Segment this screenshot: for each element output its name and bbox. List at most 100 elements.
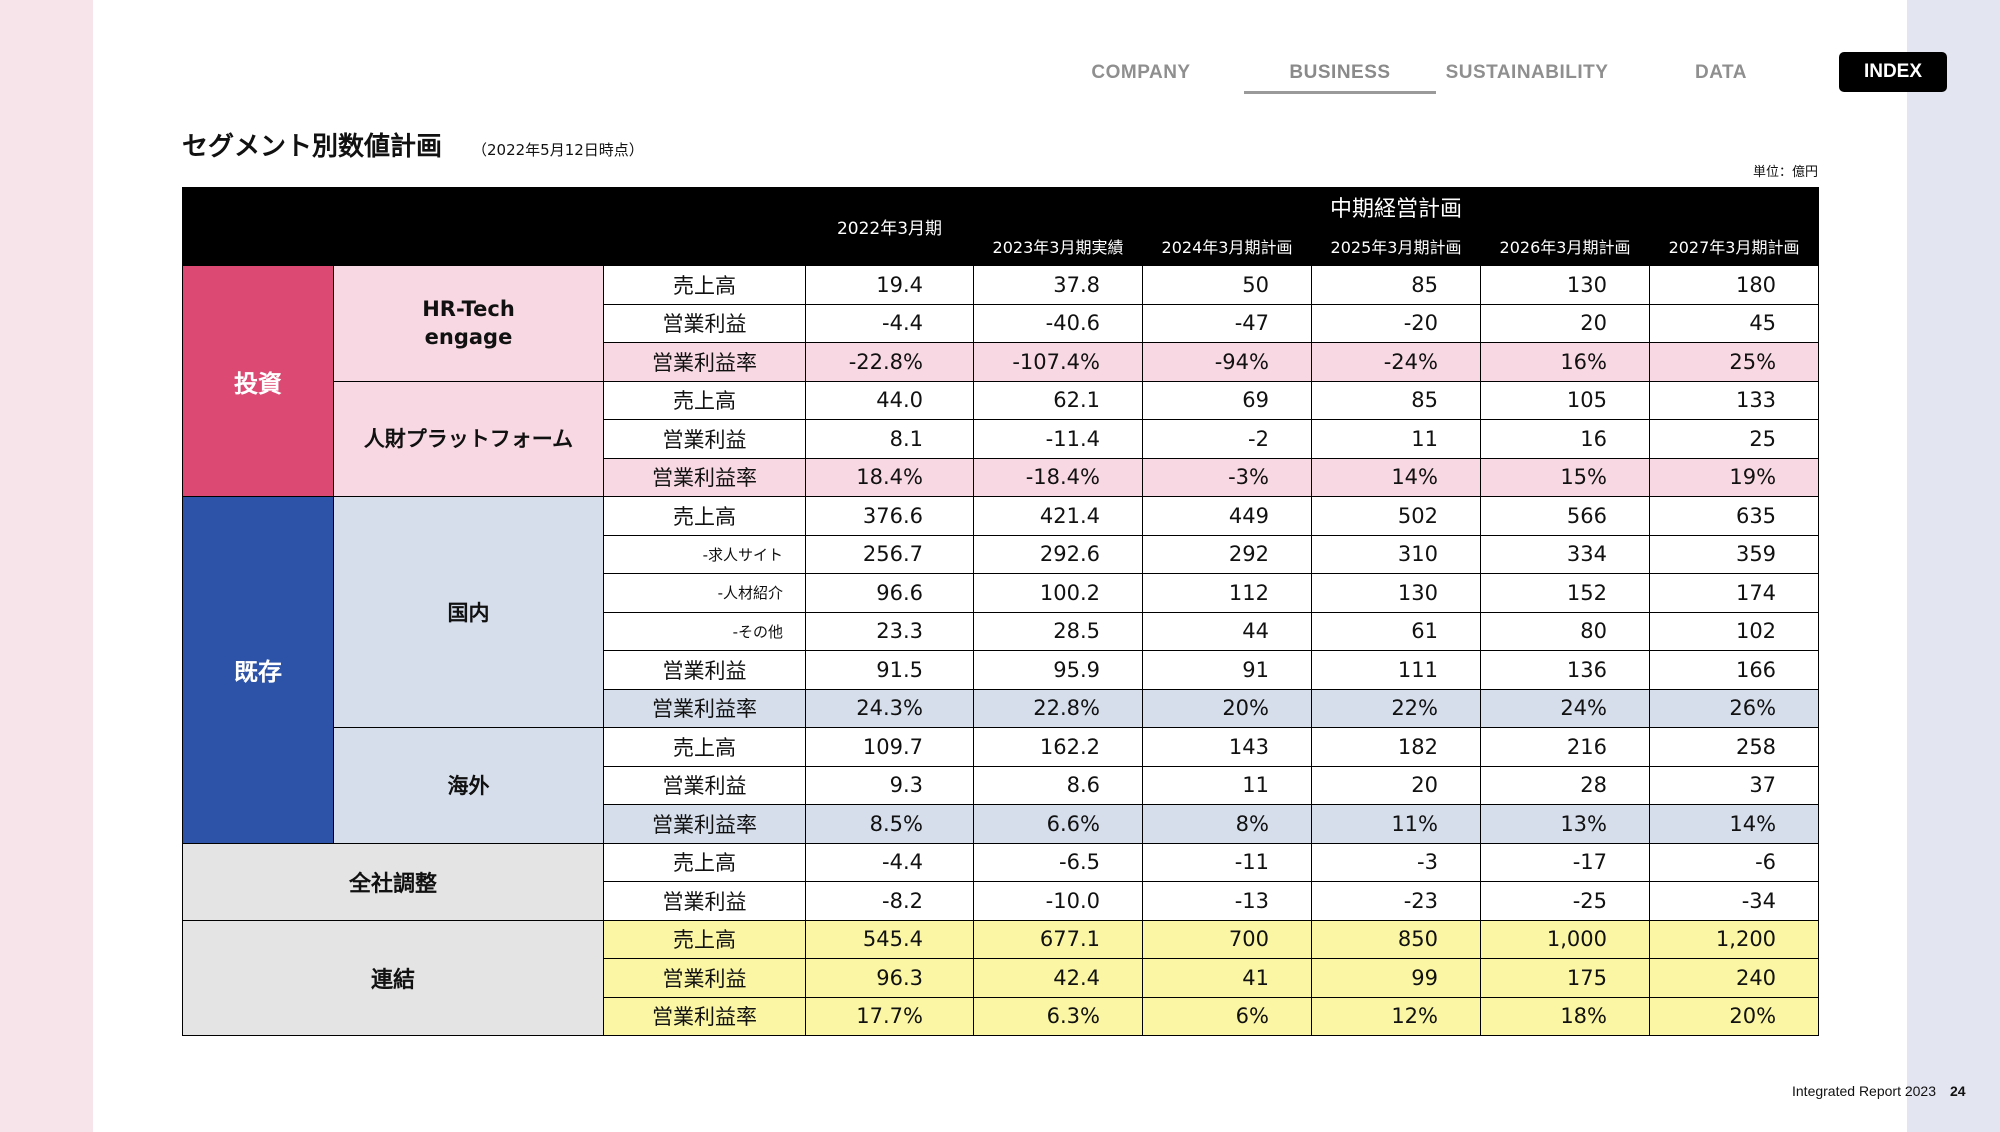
value-cell: -107.4% bbox=[973, 342, 1143, 382]
value-cell: 61 bbox=[1311, 611, 1481, 651]
value-cell: 25 bbox=[1648, 419, 1820, 459]
value-cell: 13% bbox=[1480, 804, 1650, 844]
value-cell: 18.4% bbox=[805, 457, 974, 497]
value-cell: 17.7% bbox=[805, 996, 974, 1036]
table-row: -その他 23.3 28.5 44 61 80 102 bbox=[183, 611, 1820, 651]
metric-label: 売上高 bbox=[603, 496, 806, 536]
category-adjust: 全社調整 bbox=[182, 842, 604, 921]
value-cell: 6% bbox=[1142, 996, 1312, 1036]
value-cell: 22.8% bbox=[973, 688, 1143, 728]
metric-label: -その他 bbox=[603, 611, 806, 651]
value-cell: 111 bbox=[1311, 650, 1481, 690]
value-cell: 258 bbox=[1648, 727, 1820, 767]
page-title: セグメント別数値計画 bbox=[182, 132, 443, 162]
table-row: 投資 HR-Tech engage 売上高 19.4 37.8 50 85 13… bbox=[182, 265, 1820, 497]
nav-business[interactable]: BUSINESS bbox=[1244, 52, 1436, 94]
value-cell: -6.5 bbox=[973, 842, 1143, 882]
value-cell: 23.3 bbox=[805, 611, 974, 651]
value-cell: -25 bbox=[1480, 881, 1650, 921]
value-cell: 292.6 bbox=[973, 534, 1143, 574]
header-mid-term-plan: 中期経営計画 bbox=[972, 187, 1820, 227]
value-cell: 449 bbox=[1142, 496, 1312, 536]
value-cell: -34 bbox=[1648, 881, 1820, 921]
metric-label: 営業利益 bbox=[603, 765, 806, 805]
page-subtitle: （2022年5月12日時点） bbox=[472, 141, 644, 159]
header-plan-col: 2023年3月期実績 bbox=[973, 226, 1143, 266]
value-cell: 133 bbox=[1648, 380, 1820, 420]
table-row: -求人サイト 256.7 292.6 292 310 334 359 bbox=[183, 534, 1820, 574]
value-cell: 96.6 bbox=[805, 573, 974, 613]
value-cell: 14% bbox=[1311, 457, 1481, 497]
value-cell: -17 bbox=[1480, 842, 1650, 882]
value-cell: 182 bbox=[1311, 727, 1481, 767]
value-cell: -6 bbox=[1648, 842, 1820, 882]
table-row: 全社調整 売上高 -4.4 -6.5 -11 -3 -17 -6 bbox=[182, 842, 1820, 921]
right-decorative-band bbox=[1907, 0, 2000, 1132]
nav-index-button[interactable]: INDEX bbox=[1839, 52, 1947, 92]
segment-overseas: 海外 bbox=[333, 727, 604, 844]
metric-label: 営業利益 bbox=[603, 419, 806, 459]
metric-label: 売上高 bbox=[603, 842, 806, 882]
metric-label: 売上高 bbox=[603, 265, 806, 305]
value-cell: 20 bbox=[1311, 765, 1481, 805]
value-cell: 44.0 bbox=[805, 380, 974, 420]
nav-data[interactable]: DATA bbox=[1695, 62, 1747, 83]
nav-sustainability[interactable]: SUSTAINABILITY bbox=[1445, 62, 1609, 83]
metric-label: 営業利益 bbox=[603, 881, 806, 921]
metric-label: 営業利益率 bbox=[603, 688, 806, 728]
value-cell: 28.5 bbox=[973, 611, 1143, 651]
table-row: 営業利益 9.3 8.6 11 20 28 37 bbox=[183, 765, 1820, 805]
value-cell: 240 bbox=[1648, 958, 1820, 998]
metric-label: 営業利益 bbox=[603, 650, 806, 690]
footer-report-title: Integrated Report 2023 bbox=[1792, 1083, 1936, 1099]
value-cell: 80 bbox=[1480, 611, 1650, 651]
value-cell: 20 bbox=[1480, 303, 1650, 343]
value-cell: -8.2 bbox=[805, 881, 974, 921]
value-cell: 334 bbox=[1480, 534, 1650, 574]
value-cell: 24% bbox=[1480, 688, 1650, 728]
value-cell: 20% bbox=[1142, 688, 1312, 728]
value-cell: 545.4 bbox=[805, 919, 974, 959]
value-cell: 37 bbox=[1648, 765, 1820, 805]
value-cell: 16 bbox=[1480, 419, 1650, 459]
value-cell: 175 bbox=[1480, 958, 1650, 998]
metric-label: -人材紹介 bbox=[603, 573, 806, 613]
value-cell: 11 bbox=[1311, 419, 1481, 459]
value-cell: 26% bbox=[1648, 688, 1820, 728]
value-cell: 292 bbox=[1142, 534, 1312, 574]
value-cell: 41 bbox=[1142, 958, 1312, 998]
value-cell: 8.1 bbox=[805, 419, 974, 459]
value-cell: 130 bbox=[1311, 573, 1481, 613]
left-decorative-band bbox=[0, 0, 93, 1132]
value-cell: 16% bbox=[1480, 342, 1650, 382]
value-cell: 102 bbox=[1648, 611, 1820, 651]
value-cell: -11.4 bbox=[973, 419, 1143, 459]
value-cell: -18.4% bbox=[973, 457, 1143, 497]
value-cell: 8% bbox=[1142, 804, 1312, 844]
value-cell: 162.2 bbox=[973, 727, 1143, 767]
value-cell: -3 bbox=[1311, 842, 1481, 882]
value-cell: 14% bbox=[1648, 804, 1820, 844]
metric-label: 営業利益率 bbox=[603, 996, 806, 1036]
value-cell: 50 bbox=[1142, 265, 1312, 305]
value-cell: 44 bbox=[1142, 611, 1312, 651]
table-row: 連結 売上高 545.4 677.1 700 850 1,000 1,200 bbox=[182, 919, 1820, 1036]
value-cell: 130 bbox=[1480, 265, 1650, 305]
value-cell: 25% bbox=[1648, 342, 1820, 382]
metric-label: 営業利益 bbox=[603, 958, 806, 998]
table-row: 営業利益率 24.3% 22.8% 20% 22% 24% 26% bbox=[183, 688, 1820, 728]
value-cell: -24% bbox=[1311, 342, 1481, 382]
nav-company[interactable]: COMPANY bbox=[1091, 62, 1191, 83]
value-cell: 700 bbox=[1142, 919, 1312, 959]
value-cell: 105 bbox=[1480, 380, 1650, 420]
header-blank-metric bbox=[603, 187, 806, 266]
value-cell: 20% bbox=[1648, 996, 1820, 1036]
table-row: 既存 国内 売上高 376.6 421.4 449 502 566 635 bbox=[182, 496, 1820, 844]
value-cell: 310 bbox=[1311, 534, 1481, 574]
header-plan-col: 2027年3月期計画 bbox=[1648, 226, 1820, 266]
value-cell: 11 bbox=[1142, 765, 1312, 805]
value-cell: 9.3 bbox=[805, 765, 974, 805]
value-cell: -11 bbox=[1142, 842, 1312, 882]
value-cell: 136 bbox=[1480, 650, 1650, 690]
table-row: 営業利益率 8.5% 6.6% 8% 11% 13% 14% bbox=[183, 804, 1820, 844]
